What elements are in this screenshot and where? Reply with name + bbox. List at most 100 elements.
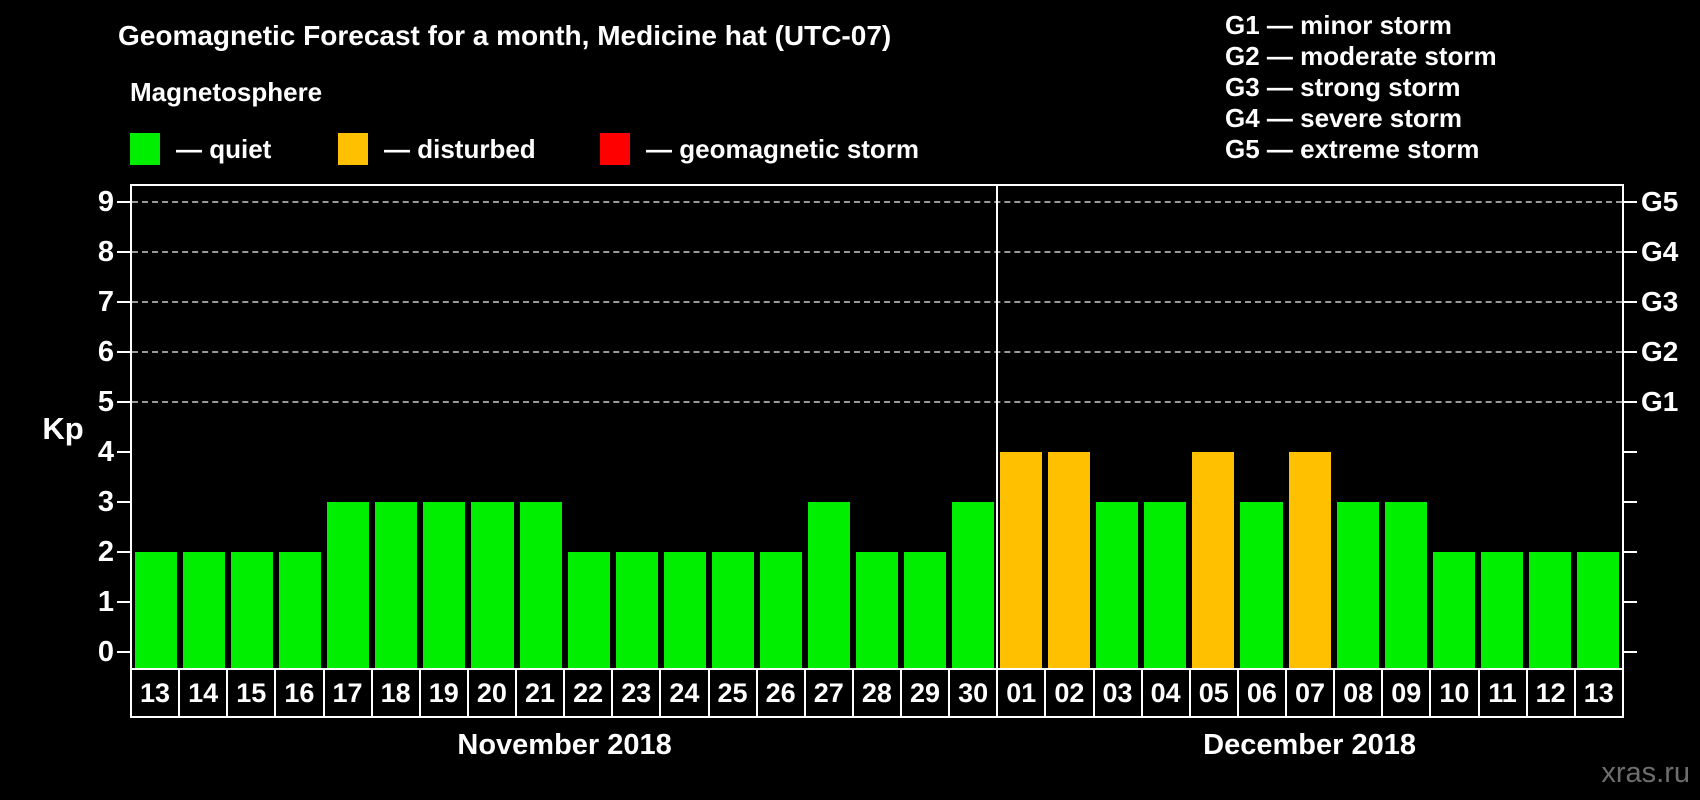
kp-bar [615,552,658,668]
y-axis-tick-right [1624,401,1637,403]
y-axis-label: 8 [97,236,114,268]
day-cell: 27 [803,670,852,716]
kp-bar [952,502,995,668]
day-cell: 13 [140,677,171,708]
kp-bar [807,502,850,668]
day-cell: 25 [707,670,756,716]
y-axis-tick-right [1624,451,1637,453]
kp-bar [231,552,274,668]
watermark: xras.ru [1601,757,1690,789]
y-axis-tick-left [117,251,130,253]
day-cell: 09 [1381,670,1429,716]
day-cell: 04 [1140,670,1189,716]
y-axis-tick-right [1624,651,1637,653]
y-axis-tick-left [117,601,130,603]
y-axis-tick-right [1624,351,1637,353]
day-cell: 23 [611,670,659,716]
kp-bar [904,552,947,668]
kp-bar [279,552,322,668]
y-axis-label: 1 [97,586,114,618]
day-cell: 29 [900,670,948,716]
y-axis-tick-left [117,401,130,403]
y-axis-tick-left [117,451,130,453]
g-scale-label: G5 [1641,186,1679,217]
day-cell: 17 [322,670,371,716]
day-cell: 06 [1236,670,1285,716]
g-scale-label: G2 [1641,336,1679,367]
day-cell: 18 [370,670,419,716]
kp-bar [471,502,514,668]
y-axis-label: 2 [97,536,114,568]
day-cell: 16 [274,670,322,716]
day-cell: 15 [226,670,274,716]
day-cell: 30 [948,670,996,716]
y-axis-label: 5 [97,386,114,418]
day-cell: 21 [515,670,563,716]
kp-bar [1144,502,1187,668]
kp-bar [327,502,370,668]
kp-bar [183,552,226,668]
kp-bar [1096,502,1139,668]
kp-bar [423,502,466,668]
y-axis-tick-right [1624,501,1637,503]
y-axis-tick-left [117,501,130,503]
kp-bar [1288,452,1331,668]
day-axis-row: 13 14 15 16 17 18 19 20 21 22 23 24 25 26 27 28 29 30 01 02… [130,668,1624,718]
kp-bar [135,552,178,668]
y-axis-label: 4 [97,436,114,468]
y-axis-tick-right [1624,601,1637,603]
g-scale-label: G3 [1641,286,1679,317]
kp-bar [1480,552,1523,668]
kp-bar [1384,502,1427,668]
kp-bar [1528,552,1571,668]
day-cell: 28 [851,670,900,716]
gridline-kp9 [132,201,1622,203]
storm-scale-legend: G1 — minor storm G2 — moderate storm G3 … [1225,10,1497,165]
day-cell: 08 [1333,670,1381,716]
g1-legend-line: G1 — minor storm [1225,10,1452,40]
legend-item-quiet: — quiet [130,133,271,165]
kp-bar [1000,452,1043,668]
y-axis-label: 0 [97,636,114,668]
legend-label-disturbed: — disturbed [384,134,536,164]
y-axis-tick-right [1624,301,1637,303]
day-cell: 11 [1477,670,1526,716]
day-cell: 12 [1525,670,1574,716]
y-axis-label: 9 [97,186,114,218]
gridline-kp5 [132,401,1622,403]
gridline-kp8 [132,251,1622,253]
kp-bar [519,502,562,668]
kp-bar [1336,502,1379,668]
month-separator-line [996,186,999,668]
day-cell: 19 [418,670,467,716]
quiet-color-swatch [130,133,160,165]
kp-bar [1576,552,1619,668]
month-label-november: November 2018 [457,729,672,761]
plot-area [130,184,1624,668]
y-axis-tick-right [1624,251,1637,253]
day-cell: 20 [466,670,515,716]
kp-bar [567,552,610,668]
day-cell: 05 [1188,670,1237,716]
month-label-december: December 2018 [1203,729,1416,761]
kp-bar [663,552,706,668]
legend-label-storm: — geomagnetic storm [646,134,920,164]
magnetosphere-label: Magnetosphere [130,77,323,107]
day-cell: 22 [563,670,611,716]
day-cell: 14 [178,670,226,716]
kp-bar [759,552,802,668]
kp-bar [711,552,754,668]
gridline-kp6 [132,351,1622,353]
kp-bar [375,502,418,668]
g4-legend-line: G4 — severe storm [1225,103,1463,133]
g-scale-label: G1 [1641,386,1679,417]
g5-legend-line: G5 — extreme storm [1225,134,1480,164]
g3-legend-line: G3 — strong storm [1225,72,1461,102]
day-cell: 26 [755,670,804,716]
y-axis-label: 7 [97,286,114,318]
gridline-kp7 [132,301,1622,303]
kp-bar [1192,452,1235,668]
day-cell: 10 [1429,670,1477,716]
day-cell: 07 [1285,670,1333,716]
